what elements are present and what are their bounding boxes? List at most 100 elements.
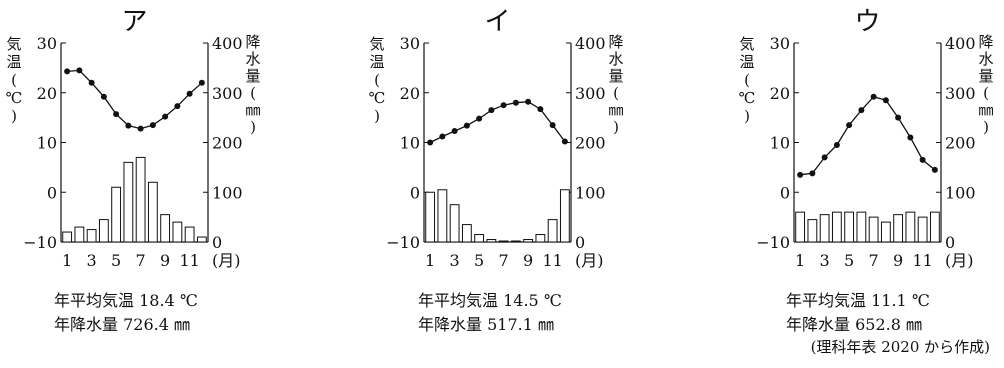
caption-a-precip: 年降水量 726.4 ㎜ [54, 311, 190, 335]
temperature-line [800, 95, 936, 176]
left-tick-label: 10 [400, 134, 420, 153]
precip-bar [147, 181, 158, 243]
left-tick-label: 10 [37, 134, 57, 153]
right-tick-label: 100 [575, 183, 606, 202]
x-tick-label: 1 [795, 251, 805, 270]
right-axis-label-char: 降 [245, 33, 260, 51]
left-axis-label-char: 温 [739, 53, 754, 71]
right-tick-label: 100 [212, 183, 243, 202]
temperature-point [858, 107, 865, 114]
precip-bar [172, 221, 183, 243]
precip-bar [111, 186, 122, 243]
x-tick-label: 9 [523, 251, 533, 270]
left-tick-label: 0 [780, 183, 790, 202]
precip-bar [856, 211, 867, 243]
left-tick-label: 10 [770, 134, 790, 153]
temperature-point [76, 67, 83, 74]
x-unit-label: (月) [575, 251, 604, 270]
x-tick-label: 9 [160, 251, 170, 270]
precip-bar [547, 219, 558, 243]
precip-bar [559, 189, 570, 243]
temperature-point [88, 79, 95, 86]
temperature-point [100, 93, 107, 100]
caption-i-temp: 年平均気温 14.5 ℃ [418, 287, 562, 311]
left-axis-label-char: ℃ [739, 89, 756, 107]
right-axis-label-char: 量 [978, 67, 993, 85]
right-axis-label-char: 水 [608, 50, 623, 68]
precip-bar [184, 226, 195, 243]
x-tick-label: 1 [425, 251, 435, 270]
precip-bar [425, 191, 436, 243]
x-unit-label: (月) [945, 251, 974, 270]
chart-title: ア [121, 7, 147, 37]
left-tick-label: −10 [386, 233, 420, 252]
precip-bar [160, 214, 171, 243]
temperature-point [162, 113, 169, 120]
temperature-point [476, 115, 483, 122]
right-axis-label-char: 量 [245, 67, 260, 85]
precip-bar [868, 216, 879, 243]
x-tick-label: 1 [62, 251, 72, 270]
x-tick-label: 3 [87, 251, 97, 270]
precip-bar [437, 189, 448, 243]
right-axis-label-char: ( [613, 84, 619, 102]
temperature-line [429, 101, 566, 144]
precip-bar [461, 224, 472, 243]
x-tick-label: 7 [136, 251, 146, 270]
right-axis-label-char: ) [983, 118, 989, 136]
left-axis-label-char: ) [11, 107, 17, 125]
precip-bar [123, 161, 134, 243]
temperature-point [500, 102, 507, 109]
precip-bar [831, 211, 842, 243]
precip-bar [474, 234, 485, 243]
chart-title: イ [484, 7, 510, 37]
temperature-point [895, 114, 902, 121]
annual-temp-label: 年平均気温 [418, 291, 499, 310]
right-tick-label: 400 [575, 34, 606, 53]
x-tick-label: 3 [450, 251, 460, 270]
right-tick-label: 0 [575, 233, 585, 252]
left-tick-label: 30 [37, 34, 57, 53]
left-axis-label-char: ℃ [369, 89, 386, 107]
right-tick-label: 300 [945, 84, 976, 103]
temperature-point [846, 122, 853, 129]
x-tick-label: 7 [499, 251, 509, 270]
right-axis-label-char: ㎜ [978, 101, 993, 119]
right-axis-label-char: ) [250, 118, 256, 136]
x-tick-label: 5 [111, 251, 121, 270]
annual-precip-label: 年降水量 [786, 315, 851, 334]
left-axis-label-char: 温 [369, 53, 384, 71]
temperature-point [113, 111, 120, 118]
temperature-point [561, 138, 568, 145]
precip-bar [893, 214, 904, 243]
right-tick-label: 400 [945, 34, 976, 53]
precip-bar [807, 219, 818, 243]
left-tick-label: 0 [410, 183, 420, 202]
caption-u-precip: 年降水量 652.8 ㎜ [786, 311, 922, 335]
chart-title: ウ [854, 7, 880, 37]
precip-bar [486, 239, 497, 243]
annual-precip-value: 726.4 ㎜ [123, 315, 191, 334]
left-axis-label-char: 気 [6, 35, 21, 53]
right-axis-label-char: 量 [608, 67, 623, 85]
temperature-point [931, 166, 938, 173]
left-tick-label: 20 [400, 84, 420, 103]
precip-bar [905, 211, 916, 243]
precip-bar [929, 211, 940, 243]
right-axis-label-char: ㎜ [245, 101, 260, 119]
precip-bar [510, 240, 521, 243]
precip-bar [917, 216, 928, 243]
left-axis-label-char: ( [11, 71, 17, 89]
temperature-point [821, 154, 828, 161]
annual-precip-value: 517.1 ㎜ [487, 315, 555, 334]
caption-a-temp: 年平均気温 18.4 ℃ [54, 287, 198, 311]
annual-temp-value: 14.5 ℃ [503, 291, 562, 310]
temperature-point [149, 122, 156, 129]
temperature-point [537, 106, 544, 113]
annual-temp-value: 11.1 ℃ [871, 291, 930, 310]
annual-temp-label: 年平均気温 [786, 291, 867, 310]
right-axis-label-char: ㎜ [608, 101, 623, 119]
temperature-point [174, 103, 181, 110]
left-tick-label: 30 [400, 34, 420, 53]
right-tick-label: 100 [945, 183, 976, 202]
